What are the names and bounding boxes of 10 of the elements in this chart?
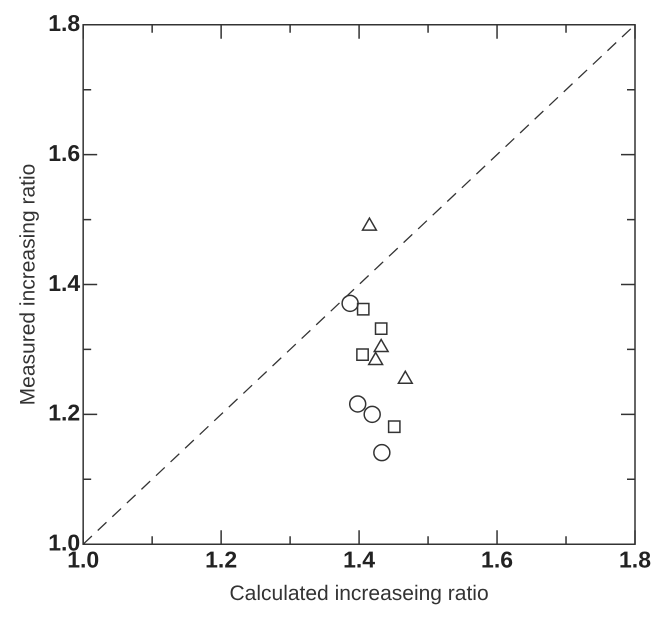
x-tick-label: 1.2	[205, 546, 238, 572]
y-tick-label: 1.8	[48, 10, 80, 36]
y-tick-label: 1.6	[48, 140, 80, 166]
x-axis-title: Calculated increaseing ratio	[230, 582, 489, 606]
x-tick-label: 1.4	[343, 546, 376, 572]
y-axis-title: Measured increasing ratio	[16, 164, 40, 406]
x-tick-label: 1.6	[481, 546, 514, 572]
y-tick-label: 1.4	[48, 270, 80, 296]
x-tick-label: 1.8	[619, 546, 652, 572]
y-tick-label: 1.2	[48, 400, 80, 426]
